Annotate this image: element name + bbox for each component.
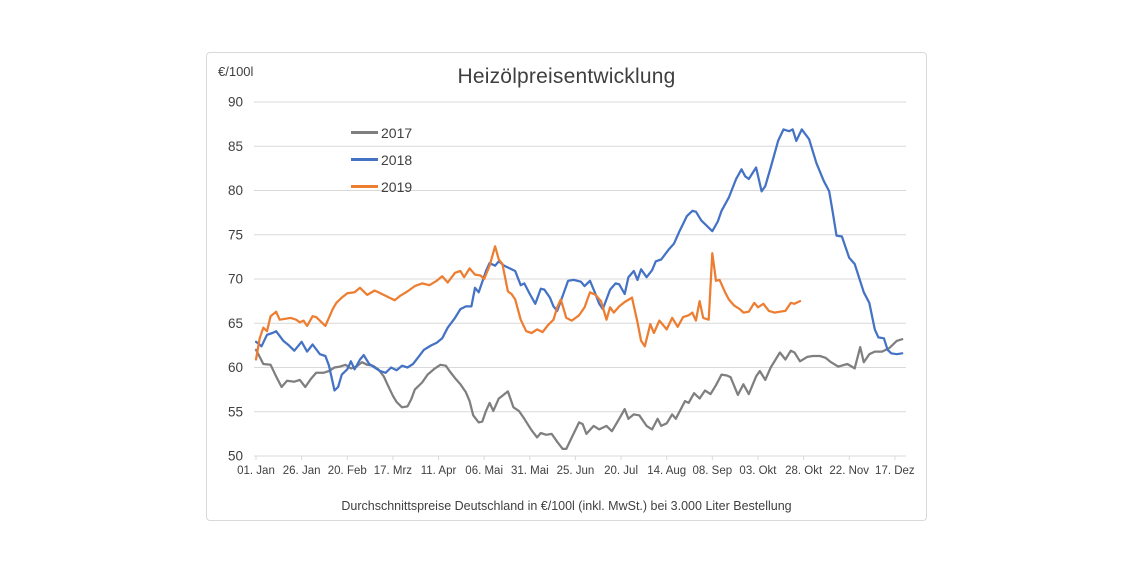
x-axis-tick-label: 22. Nov bbox=[829, 465, 869, 477]
y-axis-tick-label: 75 bbox=[228, 227, 243, 242]
y-axis-tick-label: 60 bbox=[228, 360, 243, 375]
x-axis-tick-label: 08. Sep bbox=[693, 465, 733, 477]
legend: 2017 2018 2019 bbox=[351, 119, 412, 200]
x-axis-tick-label: 14. Aug bbox=[647, 465, 686, 477]
series-line-2018 bbox=[254, 128, 904, 392]
x-axis-tick-label: 26. Jan bbox=[283, 465, 321, 477]
x-axis-tick-label: 11. Apr bbox=[421, 465, 457, 477]
legend-label: 2017 bbox=[381, 124, 413, 141]
x-axis-tick-label: 28. Okt bbox=[785, 465, 823, 477]
x-axis-tick-label: 17. Dez bbox=[875, 465, 915, 477]
legend-line-icon bbox=[351, 158, 378, 161]
x-axis-tick-label: 06. Mai bbox=[465, 465, 503, 477]
legend-line-icon bbox=[351, 131, 378, 134]
legend-item-2019: 2019 bbox=[351, 173, 412, 200]
y-axis-unit-label: €/100l bbox=[218, 64, 254, 79]
series-line-2017 bbox=[254, 338, 904, 451]
chart-title: Heizölpreisentwicklung bbox=[457, 65, 676, 88]
y-axis-tick-label: 65 bbox=[228, 316, 243, 331]
chart-card: 90 85 80 75 70 65 60 55 50 01. Jan 26. Jan 20. Feb 1… bbox=[206, 52, 927, 521]
x-axis-tick-label: 03. Okt bbox=[739, 465, 777, 477]
legend-label: 2018 bbox=[381, 151, 413, 168]
y-axis-tick-label: 80 bbox=[228, 183, 243, 198]
x-axis-tick-label: 01. Jan bbox=[237, 465, 275, 477]
x-axis-tick-label: 25. Jun bbox=[557, 465, 595, 477]
y-axis-tick-label: 70 bbox=[228, 272, 243, 287]
y-axis-tick-label: 90 bbox=[228, 95, 243, 110]
x-axis-tick-label: 20. Jul bbox=[604, 465, 638, 477]
y-axis-tick-label: 55 bbox=[228, 404, 243, 419]
legend-label: 2019 bbox=[381, 178, 413, 195]
legend-line-icon bbox=[351, 185, 378, 188]
x-axis-tick-label: 20. Feb bbox=[328, 465, 367, 477]
y-axis-tick-label: 85 bbox=[228, 139, 243, 154]
x-axis-tick-label: 31. Mai bbox=[511, 465, 549, 477]
series-line-2019 bbox=[254, 245, 802, 361]
legend-item-2017: 2017 bbox=[351, 119, 412, 146]
chart-caption: Durchschnittspreise Deutschland in €/100… bbox=[341, 499, 792, 513]
legend-item-2018: 2018 bbox=[351, 146, 412, 173]
y-axis-tick-label: 50 bbox=[228, 449, 243, 464]
x-axis-tick-label: 17. Mrz bbox=[374, 465, 413, 477]
